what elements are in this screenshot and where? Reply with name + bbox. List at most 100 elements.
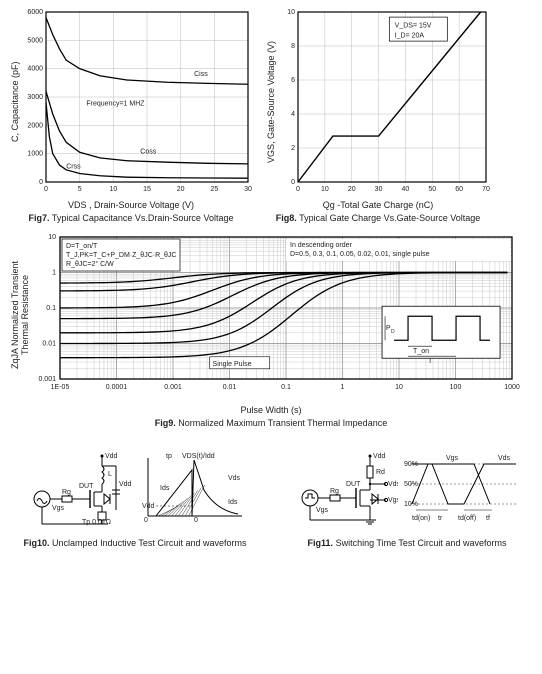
svg-text:0: 0 (39, 179, 43, 186)
fig8-ylabel: VGS, Gate-Source Voltage (V) (264, 6, 278, 198)
fig11-column: VddRdVdsDUTVgsRgVgs 90%50%10%VdsVgstd(on… (280, 450, 534, 548)
svg-text:D: D (391, 329, 395, 335)
svg-text:Tp 0.01Ω: Tp 0.01Ω (82, 519, 111, 526)
svg-text:T_J,PK=T_C+P_DM·Z_θJC·R_θJC: T_J,PK=T_C+P_DM·Z_θJC·R_θJC (66, 252, 176, 259)
svg-text:1E-05: 1E-05 (51, 384, 70, 391)
svg-text:0.01: 0.01 (223, 384, 237, 391)
svg-text:td(off): td(off) (458, 515, 476, 522)
svg-text:T: T (428, 358, 433, 365)
svg-text:10: 10 (109, 186, 117, 193)
svg-text:30: 30 (375, 186, 383, 193)
fig11-waveform: 90%50%10%VdsVgstd(on)trtd(off)tf (404, 450, 524, 528)
svg-text:DUT: DUT (79, 483, 94, 490)
svg-text:0.1: 0.1 (281, 384, 291, 391)
svg-text:6000: 6000 (27, 9, 43, 16)
svg-text:0.001: 0.001 (38, 376, 56, 383)
svg-text:8: 8 (291, 43, 295, 50)
svg-text:2000: 2000 (27, 122, 43, 129)
svg-text:Vdd: Vdd (105, 453, 118, 460)
fig7-xlabel: VDS , Drain-Source Voltage (V) (68, 200, 194, 210)
svg-text:25: 25 (210, 186, 218, 193)
svg-text:VDS(t)/Idd: VDS(t)/Idd (182, 453, 215, 460)
svg-text:50%: 50% (404, 481, 418, 488)
fig8-caption: Fig8. Typical Gate Charge Vs.Gate-Source… (276, 213, 480, 223)
fig9-below: Pulse Width (s) Fig9. Normalized Maximum… (8, 405, 534, 428)
svg-text:50: 50 (428, 186, 436, 193)
svg-text:Crss: Crss (66, 164, 81, 171)
fig10-caption: Fig10. Unclamped Inductive Test Circuit … (24, 538, 247, 548)
svg-text:Rd: Rd (376, 469, 385, 476)
svg-text:Vgs: Vgs (446, 455, 459, 462)
svg-text:0: 0 (291, 179, 295, 186)
svg-text:0.01: 0.01 (42, 341, 56, 348)
svg-text:Vdd: Vdd (373, 453, 386, 460)
svg-text:6: 6 (291, 77, 295, 84)
svg-text:R_θJC=2° C/W: R_θJC=2° C/W (66, 260, 114, 268)
fig9-xlabel: Pulse Width (s) (8, 405, 534, 415)
svg-text:Single Pulse: Single Pulse (213, 361, 252, 368)
svg-text:Rg: Rg (62, 489, 71, 496)
svg-text:90%: 90% (404, 461, 418, 468)
svg-text:15: 15 (143, 186, 151, 193)
svg-text:1000: 1000 (504, 384, 520, 391)
fig8-column: VGS, Gate-Source Voltage (V) 01020304050… (264, 6, 492, 223)
fig10-column: Vdd L DUT Vdd Tp 0.01Ω Rg Vgs tp VDS(t)/Idd Vds I… (8, 450, 262, 548)
fig9-chart: 1E-05 0.0001 0.001 0.01 0.1 1 10 100 1000 0.001 0.… (30, 233, 524, 397)
svg-text:4: 4 (291, 111, 295, 118)
svg-text:0.1: 0.1 (46, 305, 56, 312)
svg-text:10: 10 (287, 9, 295, 16)
svg-text:tp: tp (166, 453, 172, 460)
svg-text:0.0001: 0.0001 (106, 384, 128, 391)
svg-text:Rg: Rg (330, 488, 339, 495)
fig7-caption: Fig7. Typical Capacitance Vs.Drain-Sourc… (29, 213, 234, 223)
svg-text:Vds: Vds (228, 475, 241, 482)
svg-text:V_DS= 15V: V_DS= 15V (395, 22, 432, 29)
fig11-circuit: VddRdVdsDUTVgsRgVgs (290, 450, 398, 528)
fig11-caption: Fig11. Switching Time Test Circuit and w… (308, 538, 507, 548)
svg-text:Vgs: Vgs (316, 507, 329, 514)
svg-text:40: 40 (402, 186, 410, 193)
fig8-xlabel: Qg -Total Gate Charge (nC) (323, 200, 434, 210)
svg-text:30: 30 (244, 186, 252, 193)
svg-text:tr: tr (438, 515, 443, 522)
svg-text:td(on): td(on) (412, 515, 430, 522)
svg-text:1: 1 (52, 270, 56, 277)
svg-text:0: 0 (296, 186, 300, 193)
fig9-wrap: ZqJA Normalized TransientThermal Resista… (8, 233, 534, 397)
svg-text:10: 10 (395, 384, 403, 391)
svg-text:0: 0 (144, 517, 148, 524)
svg-text:Ids: Ids (228, 499, 238, 506)
fig8-chart: 0 10 20 30 40 50 60 70 0 2 4 6 8 10 V_DS= 15V I_D= 20A (278, 6, 492, 198)
fig10-waveform: tp VDS(t)/Idd Vds Ids Ids Vdd 0 0 (138, 450, 246, 528)
svg-text:20: 20 (348, 186, 356, 193)
svg-text:70: 70 (482, 186, 490, 193)
svg-text:D=T_on/T: D=T_on/T (66, 243, 98, 250)
svg-text:20: 20 (177, 186, 185, 193)
svg-text:0: 0 (194, 517, 198, 524)
svg-text:60: 60 (455, 186, 463, 193)
svg-text:Ciss: Ciss (194, 71, 208, 78)
svg-text:D=0.5, 0.3, 0.1, 0.05, 0.02, 0: D=0.5, 0.3, 0.1, 0.05, 0.02, 0.01, singl… (290, 251, 430, 258)
svg-text:Vdd: Vdd (142, 503, 155, 510)
bottom-row: Vdd L DUT Vdd Tp 0.01Ω Rg Vgs tp VDS(t)/Idd Vds I… (8, 450, 534, 548)
fig10-circuit: VddLDUTVddTp 0.01ΩRgVgs (24, 450, 132, 528)
svg-text:4000: 4000 (27, 66, 43, 73)
top-chart-row: C, Capacitance (pF) 05101520253001000200… (8, 6, 534, 223)
svg-text:10: 10 (321, 186, 329, 193)
svg-text:10%: 10% (404, 501, 418, 508)
svg-text:1: 1 (341, 384, 345, 391)
svg-text:0.001: 0.001 (164, 384, 182, 391)
svg-text:1000: 1000 (27, 151, 43, 158)
svg-text:2: 2 (291, 145, 295, 152)
fig9-caption: Fig9. Normalized Maximum Transient Therm… (8, 418, 534, 428)
fig7-chart: 0510152025300100020003000400050006000Cis… (22, 6, 254, 198)
svg-text:DUT: DUT (346, 481, 361, 488)
svg-text:Vgs: Vgs (52, 505, 65, 512)
svg-text:0: 0 (44, 186, 48, 193)
svg-text:I_D= 20A: I_D= 20A (395, 33, 425, 40)
svg-text:L: L (108, 471, 112, 478)
svg-text:Vds: Vds (498, 455, 511, 462)
svg-text:Vgs: Vgs (388, 497, 398, 504)
svg-text:100: 100 (450, 384, 462, 391)
svg-text:Ids: Ids (160, 485, 170, 492)
